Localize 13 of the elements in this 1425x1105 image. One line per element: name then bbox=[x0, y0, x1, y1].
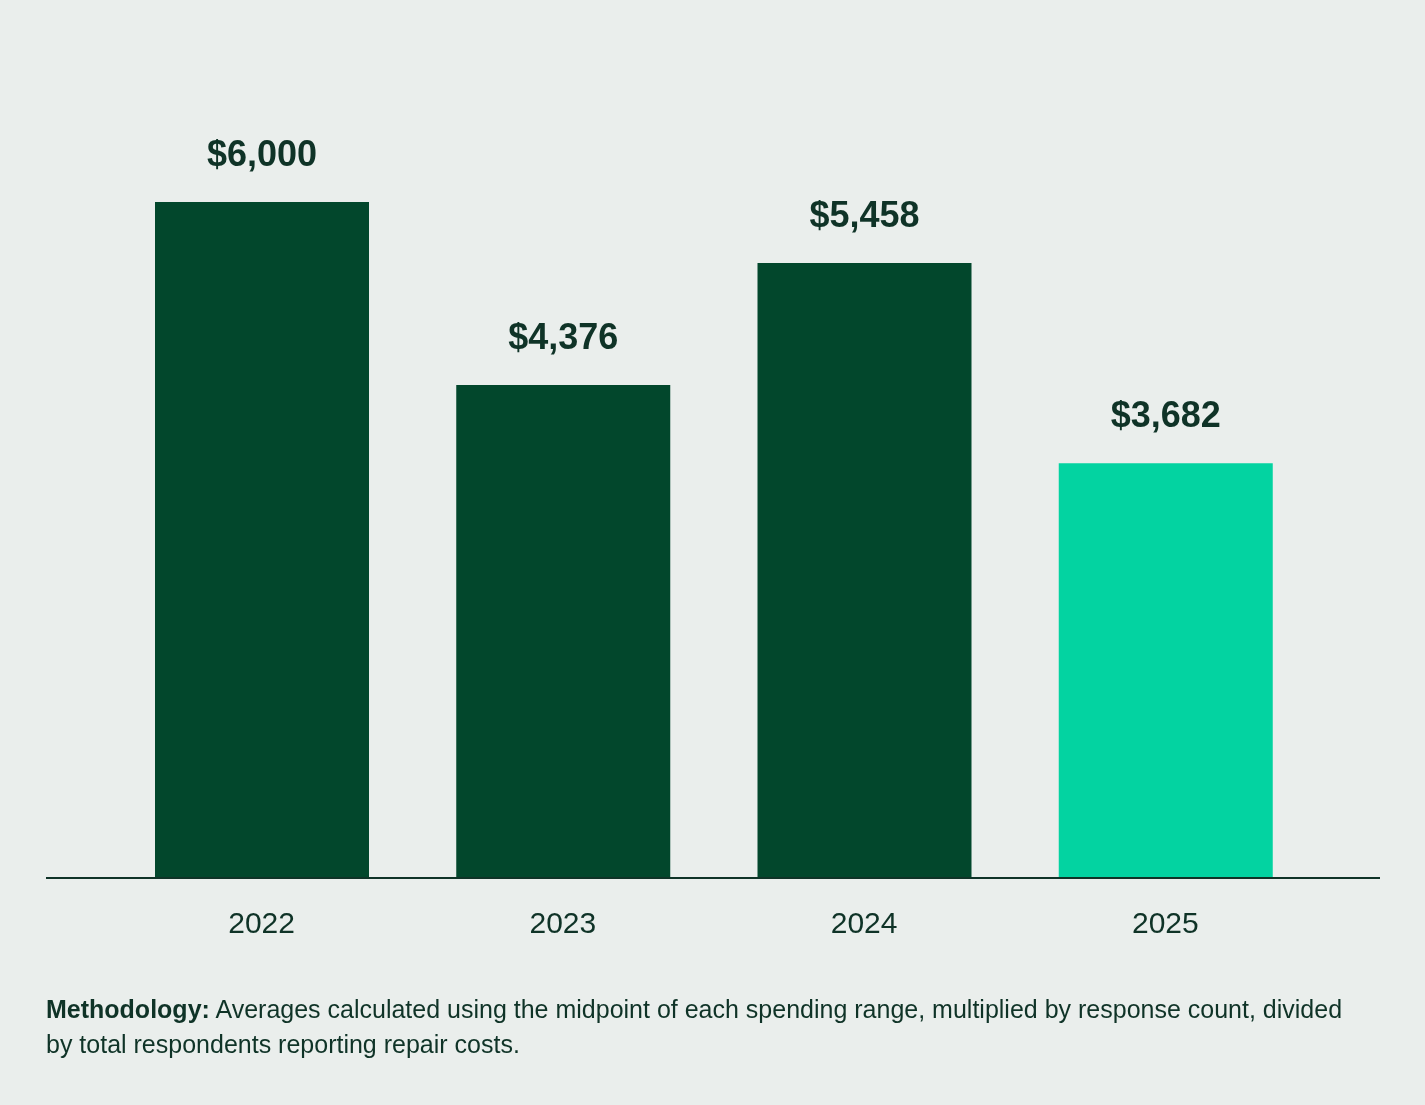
x-tick-label: 2023 bbox=[529, 906, 597, 940]
x-tick-label: 2022 bbox=[228, 906, 295, 940]
text: Methodology: Averages calculated using the midpoint of each spending range, multiplied by response count, divided by total respondents reporting repair costs. bbox=[46, 995, 1343, 1058]
data-label: $6,000 bbox=[206, 133, 318, 174]
x-tick-label: 2024 bbox=[830, 906, 898, 940]
bar bbox=[155, 202, 369, 878]
bar bbox=[456, 384, 671, 878]
bar bbox=[1058, 463, 1273, 878]
bar bbox=[757, 263, 972, 878]
data-label: $5,458 bbox=[809, 194, 920, 236]
data-label: $3,682 bbox=[1110, 394, 1221, 436]
x-tick-label: 2025 bbox=[1132, 906, 1199, 940]
data-label: $4,376 bbox=[508, 315, 619, 357]
